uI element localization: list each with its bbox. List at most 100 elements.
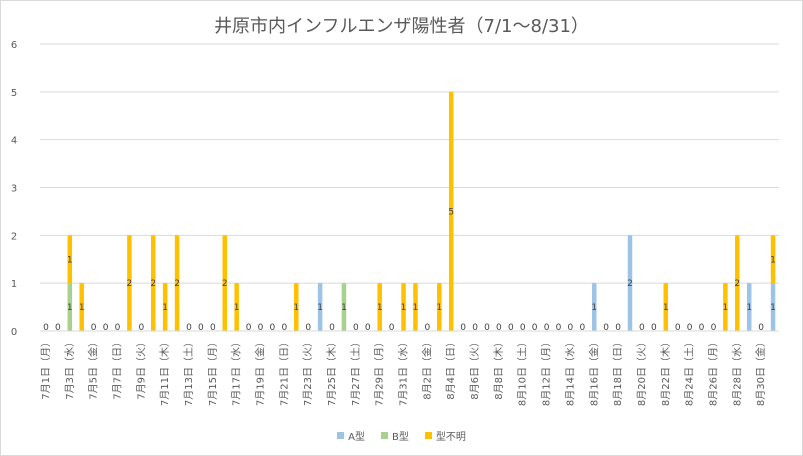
bar-segment bbox=[317, 283, 323, 331]
x-tick-label: 8月26日（月） bbox=[707, 337, 719, 406]
x-tick-label: 7月11日（木） bbox=[159, 337, 171, 406]
data-label: 0 bbox=[544, 323, 550, 333]
data-label: 0 bbox=[699, 323, 705, 333]
data-label: 2 bbox=[127, 279, 133, 289]
chart-title: 井原市内インフルエンザ陽性者（7/1～8/31） bbox=[214, 16, 589, 37]
bar-segment bbox=[723, 283, 728, 331]
y-tick-label: 0 bbox=[11, 327, 17, 338]
bar-segment bbox=[746, 283, 752, 331]
bar-segment bbox=[663, 283, 669, 331]
data-label: 0 bbox=[198, 323, 204, 333]
data-label: 0 bbox=[568, 323, 574, 333]
data-label: 0 bbox=[91, 323, 97, 333]
data-label: 0 bbox=[115, 323, 121, 333]
data-label: 2 bbox=[734, 279, 740, 289]
data-label: 1 bbox=[317, 303, 323, 313]
data-label: 0 bbox=[615, 323, 621, 333]
x-tick-label: 8月18日（日） bbox=[612, 337, 624, 406]
data-label: 0 bbox=[270, 323, 276, 333]
x-tick-label: 8月14日（水） bbox=[564, 337, 576, 406]
x-tick-label: 8月4日（日） bbox=[445, 337, 457, 400]
bar-segment bbox=[67, 235, 73, 284]
data-label: 1 bbox=[67, 303, 73, 313]
bar-segment bbox=[294, 283, 299, 331]
legend-label-b: B型 bbox=[391, 432, 409, 443]
bar-segment bbox=[627, 235, 633, 331]
legend-item-b: B型 bbox=[380, 428, 409, 443]
bar-segment bbox=[448, 91, 454, 331]
bar-segment bbox=[770, 235, 776, 284]
data-label: 1 bbox=[79, 303, 85, 313]
y-tick-label: 5 bbox=[11, 88, 17, 99]
data-label: 1 bbox=[413, 303, 419, 313]
x-tick-label: 7月15日（月） bbox=[207, 337, 219, 406]
data-label: 2 bbox=[150, 279, 156, 289]
data-label: 0 bbox=[758, 323, 764, 333]
x-tick-label: 8月10日（土） bbox=[516, 337, 529, 406]
legend-swatch-unknown bbox=[424, 432, 432, 439]
legend-label-unknown: 型不明 bbox=[435, 432, 466, 443]
data-label: 0 bbox=[329, 323, 335, 333]
data-label: 0 bbox=[138, 323, 144, 333]
x-tick-label: 8月2日（金） bbox=[420, 337, 433, 400]
data-label: 1 bbox=[162, 303, 168, 313]
data-label: 0 bbox=[460, 323, 466, 333]
bar-segment bbox=[174, 235, 180, 331]
bar-segment bbox=[401, 283, 406, 331]
data-label: 0 bbox=[246, 323, 252, 333]
data-label: 1 bbox=[67, 255, 73, 265]
data-label: 0 bbox=[425, 323, 431, 333]
x-tick-label: 8月16日（金） bbox=[587, 337, 600, 406]
bar-segment bbox=[222, 235, 227, 331]
legend: A型 B型 型不明 bbox=[0, 428, 803, 443]
x-tick-label: 8月22日（木） bbox=[660, 337, 672, 406]
data-label: 1 bbox=[591, 303, 597, 313]
x-tick-label: 7月31日（水） bbox=[398, 337, 410, 406]
x-tick-label: 8月20日（火） bbox=[636, 337, 648, 406]
data-label: 0 bbox=[472, 323, 478, 333]
data-label: 0 bbox=[556, 323, 562, 333]
x-tick-label: 8月8日（木） bbox=[493, 337, 505, 400]
x-tick-label: 8月6日（火） bbox=[469, 337, 481, 400]
bar-segment bbox=[150, 235, 156, 331]
data-label: 0 bbox=[579, 323, 585, 333]
x-tick-label: 7月3日（水） bbox=[64, 337, 76, 400]
x-tick-label: 7月27日（土） bbox=[349, 337, 362, 406]
x-tick-label: 7月29日（月） bbox=[374, 337, 386, 406]
data-label: 2 bbox=[627, 279, 633, 289]
x-tick-label: 8月12日（月） bbox=[541, 337, 553, 406]
data-label: 0 bbox=[687, 323, 693, 333]
data-label: 1 bbox=[234, 303, 240, 313]
legend-item-a: A型 bbox=[337, 428, 365, 443]
data-label: 0 bbox=[43, 323, 49, 333]
data-label: 2 bbox=[222, 279, 228, 289]
data-label: 1 bbox=[746, 303, 752, 313]
data-label: 1 bbox=[401, 303, 407, 313]
x-tick-label: 7月17日（水） bbox=[231, 337, 243, 406]
x-tick-label: 8月28日（水） bbox=[731, 337, 743, 406]
x-tick-label: 7月21日（日） bbox=[278, 337, 290, 406]
data-label: 1 bbox=[770, 255, 776, 265]
bar-segment bbox=[437, 283, 442, 331]
bar-segment bbox=[341, 283, 347, 331]
data-label: 0 bbox=[258, 323, 264, 333]
x-tick-label: 7月13日（土） bbox=[182, 337, 195, 406]
data-label: 1 bbox=[722, 303, 728, 313]
data-label: 0 bbox=[484, 323, 490, 333]
y-tick-label: 1 bbox=[11, 279, 17, 290]
data-label: 1 bbox=[293, 303, 299, 313]
data-label: 0 bbox=[186, 323, 192, 333]
bar-segment bbox=[770, 283, 776, 331]
data-label: 0 bbox=[210, 323, 216, 333]
data-label: 0 bbox=[496, 323, 502, 333]
data-label: 0 bbox=[520, 323, 526, 333]
data-label: 0 bbox=[651, 323, 657, 333]
bar-segment bbox=[377, 283, 382, 331]
data-label: 5 bbox=[448, 207, 454, 217]
x-tick-label: 7月23日（火） bbox=[302, 337, 314, 406]
y-tick-label: 4 bbox=[11, 136, 17, 147]
bar-segment bbox=[234, 283, 239, 331]
data-label: 0 bbox=[103, 323, 109, 333]
